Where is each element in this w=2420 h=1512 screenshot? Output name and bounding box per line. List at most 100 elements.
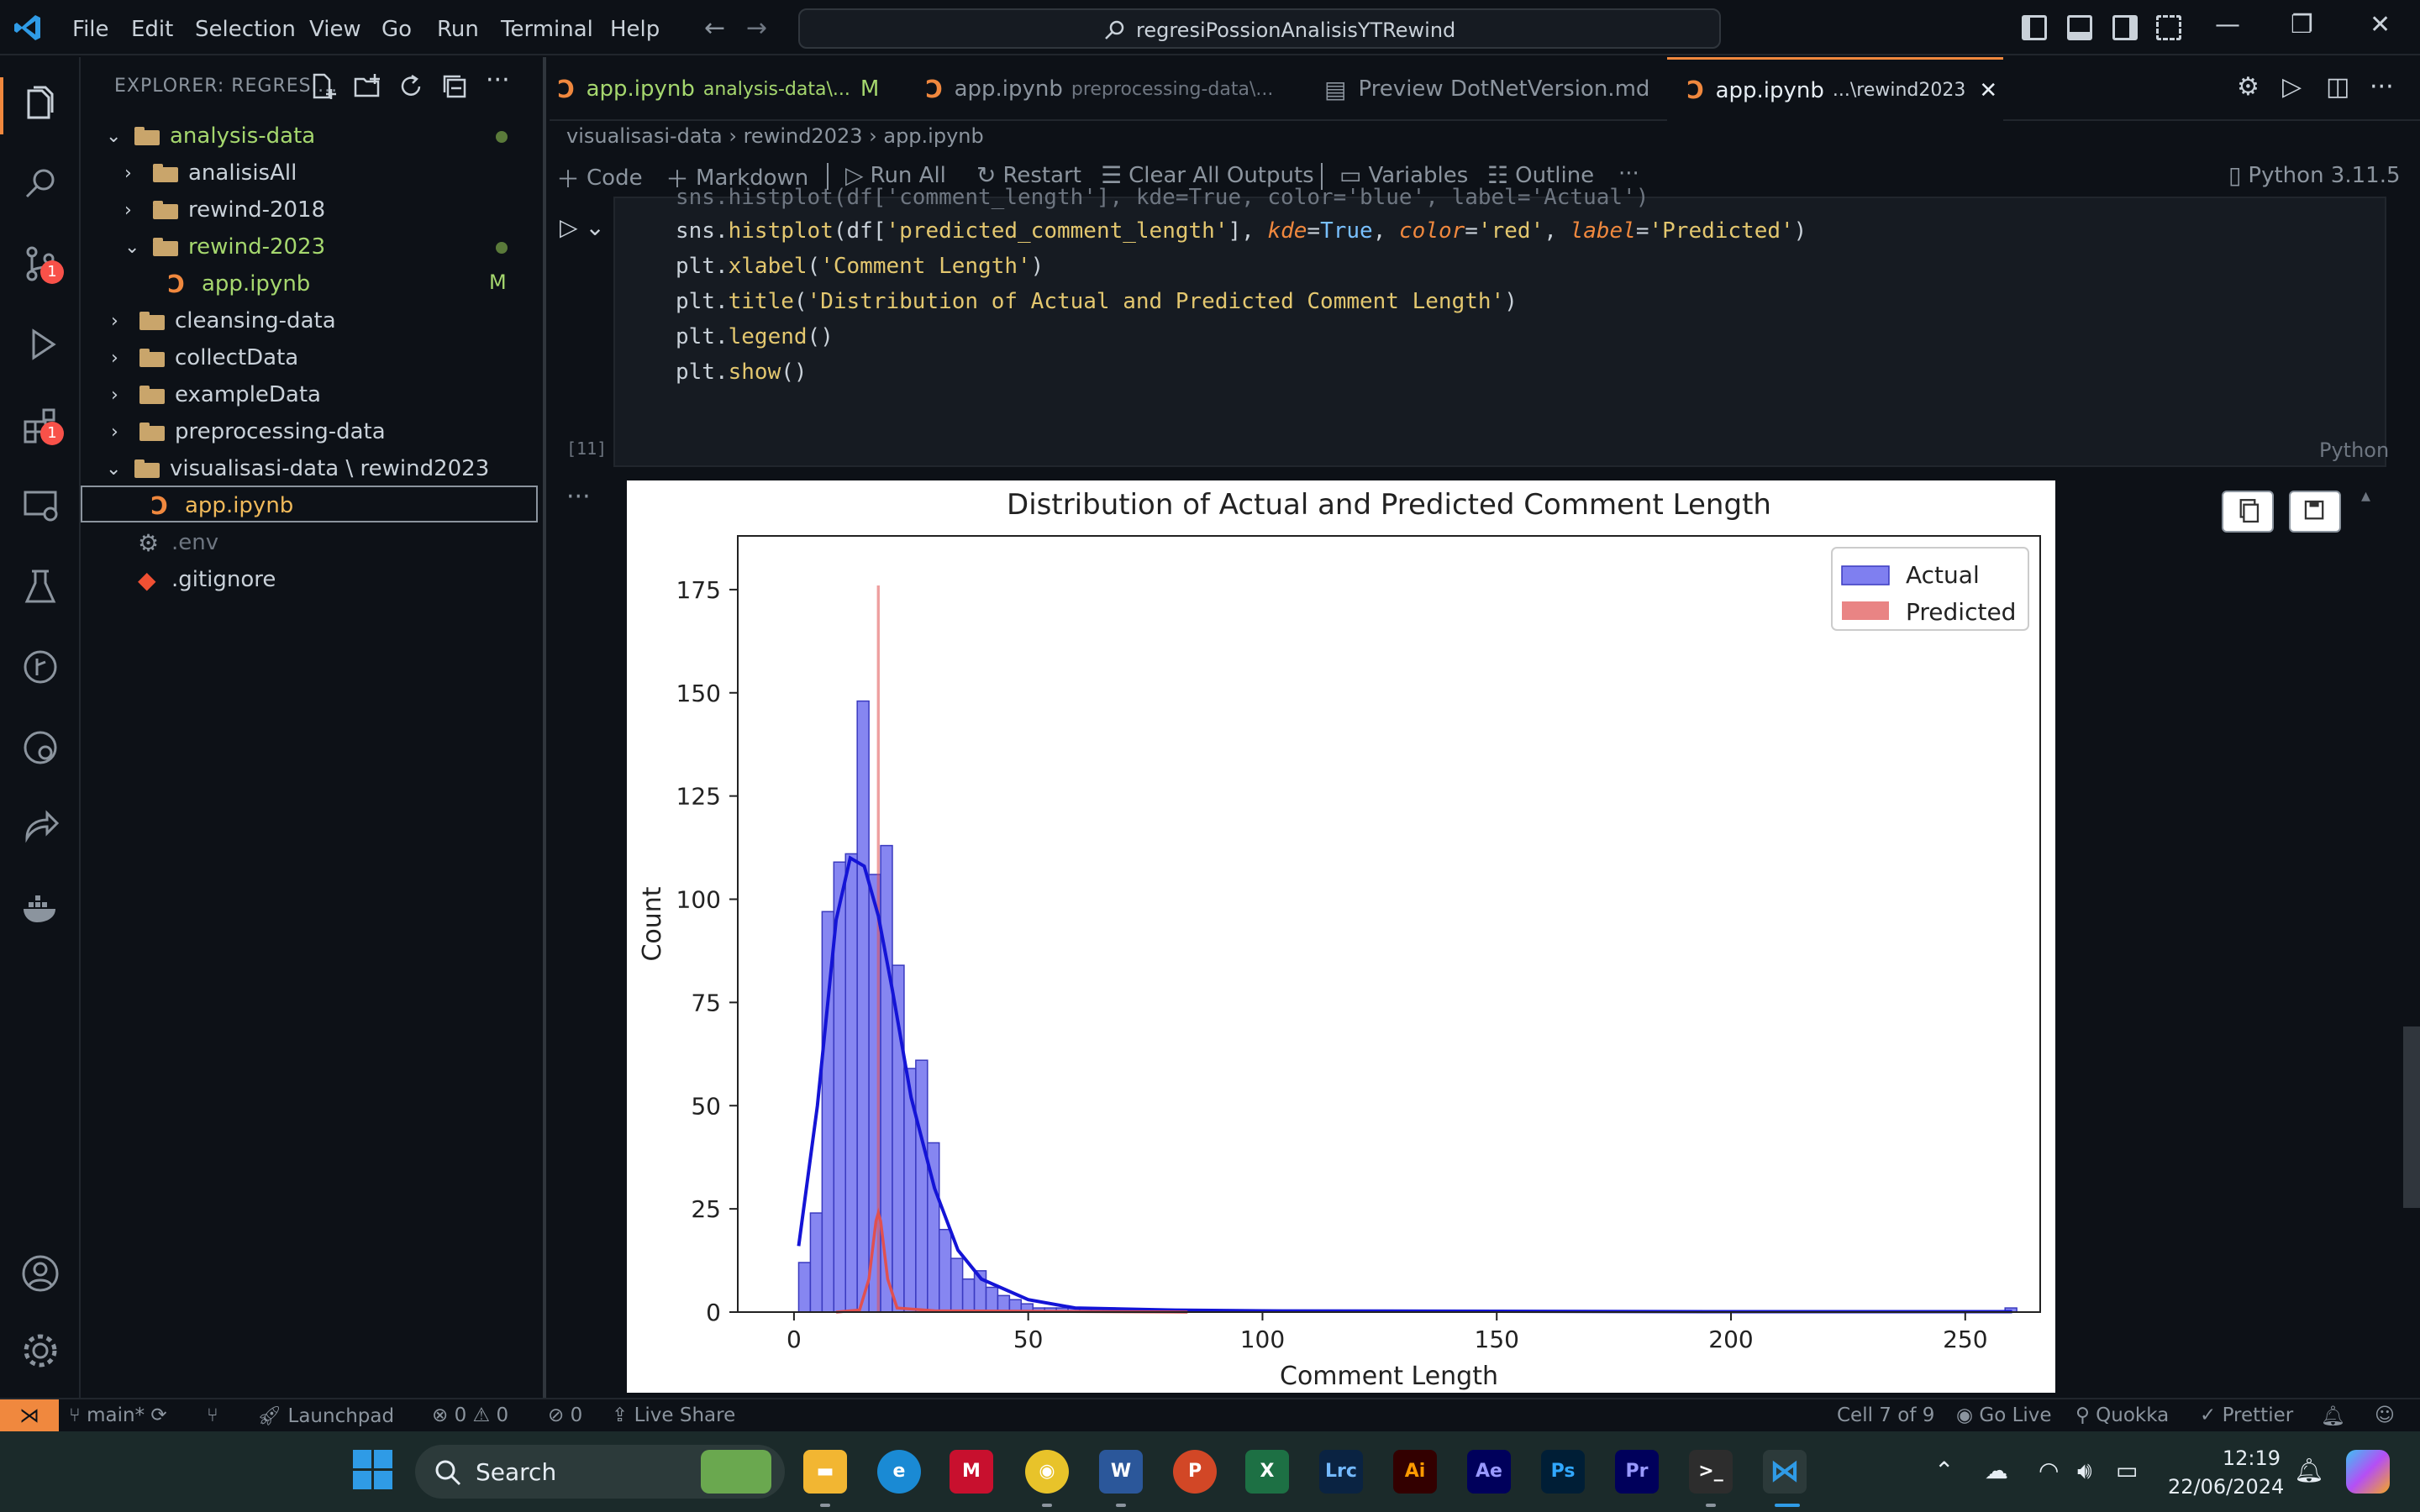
customize-layout-icon[interactable]: [2156, 15, 2181, 40]
run-debug-icon[interactable]: [20, 324, 60, 365]
git-graph-icon[interactable]: [20, 647, 60, 687]
more-actions-icon[interactable]: ···: [2370, 72, 2394, 102]
toggle-panel-icon[interactable]: [2067, 15, 2092, 40]
cell-language[interactable]: Python: [2319, 438, 2390, 462]
clock-time[interactable]: 12:19: [2222, 1446, 2281, 1470]
file-app-ipynb-analysis[interactable]: Ͻ app.ipynb: [168, 265, 310, 302]
vscode-app-icon[interactable]: ⋈: [1763, 1450, 1807, 1494]
docker-icon[interactable]: [20, 889, 60, 929]
excel-app-icon[interactable]: X: [1245, 1450, 1289, 1494]
kernel-picker[interactable]: ▯ Python 3.11.5: [2228, 161, 2401, 189]
toggle-secondary-sidebar-icon[interactable]: [2112, 15, 2138, 40]
word-app-icon[interactable]: W: [1099, 1450, 1143, 1494]
minimize-icon[interactable]: —: [2215, 10, 2240, 39]
folder-analisisAll[interactable]: › analisisAll: [124, 155, 297, 192]
tab-preview-md[interactable]: ▤ Preview DotNetVersion.md: [1324, 57, 1677, 121]
terminal-app-icon[interactable]: >_: [1689, 1450, 1733, 1494]
menu-terminal[interactable]: Terminal: [501, 17, 593, 42]
launchpad-status[interactable]: 🚀︎ Launchpad: [257, 1405, 395, 1427]
premiere-app-icon[interactable]: Pr: [1615, 1450, 1659, 1494]
close-tab-icon[interactable]: ✕: [1979, 77, 1998, 103]
copy-output-button[interactable]: [2222, 491, 2274, 533]
remote-explorer-icon[interactable]: [20, 486, 60, 526]
copilot-icon[interactable]: [2346, 1450, 2390, 1494]
toolbar-more-icon[interactable]: ···: [1618, 161, 1639, 186]
file-app-ipynb-visualisasi[interactable]: Ͻ app.ipynb: [151, 487, 293, 524]
manage-gear-icon[interactable]: [20, 1331, 60, 1371]
back-arrow-icon[interactable]: ←: [704, 13, 726, 43]
windows-start-icon[interactable]: [353, 1450, 393, 1490]
gitlens-icon[interactable]: [20, 727, 60, 768]
explorer-icon[interactable]: [20, 84, 60, 124]
more-actions-icon[interactable]: ···: [486, 66, 510, 95]
tab-app-ipynb-preprocessing[interactable]: Ͻ app.ipynb preprocessing-data\...: [926, 57, 1313, 121]
toggle-sidebar-icon[interactable]: [2022, 15, 2047, 40]
notebook-settings-gear-icon[interactable]: ⚙: [2237, 72, 2260, 102]
editor-scrollbar[interactable]: [2403, 1026, 2420, 1208]
variables-button[interactable]: ▭ Variables: [1339, 161, 1469, 189]
scroll-up-icon[interactable]: ▴: [2361, 486, 2371, 507]
problems-status[interactable]: ⊗ 0 ⚠ 0: [432, 1404, 509, 1426]
notification-bell-icon[interactable]: 🔔︎: [2294, 1457, 2324, 1484]
illustrator-app-icon[interactable]: Ai: [1393, 1450, 1437, 1494]
edge-app-icon[interactable]: e: [877, 1450, 921, 1494]
restart-button[interactable]: ↻ Restart: [976, 161, 1081, 189]
file-gitignore[interactable]: ◆ .gitignore: [138, 561, 276, 598]
branch-indicator[interactable]: ⑂ main* ⟳: [69, 1404, 167, 1426]
prettier-status[interactable]: ✓ Prettier: [2200, 1404, 2294, 1426]
restore-icon[interactable]: ❐: [2291, 10, 2313, 39]
go-live-status[interactable]: ◉ Go Live: [1956, 1404, 2052, 1426]
folder-rewind-2018[interactable]: › rewind-2018: [124, 192, 325, 228]
live-share-icon[interactable]: [20, 808, 60, 848]
battery-icon[interactable]: ▭: [2116, 1457, 2139, 1484]
refresh-icon[interactable]: [397, 72, 425, 101]
file-env[interactable]: ⚙ .env: [138, 524, 218, 561]
command-center[interactable]: regresiPossionAnalisisYTRewind: [798, 8, 1721, 49]
add-markdown-button[interactable]: ＋ Markdown: [666, 161, 808, 195]
run-cell-icon[interactable]: ▷ ⌄: [560, 213, 605, 241]
taskbar-search-box[interactable]: Search: [415, 1445, 785, 1499]
photoshop-app-icon[interactable]: Ps: [1541, 1450, 1585, 1494]
testing-icon[interactable]: [20, 566, 60, 606]
output-more-icon[interactable]: ···: [566, 482, 591, 512]
clock-date[interactable]: 22/06/2024: [2168, 1475, 2285, 1499]
show-hidden-icons-icon[interactable]: ⌃: [1934, 1457, 1954, 1484]
wifi-icon[interactable]: ◠: [2039, 1457, 2060, 1484]
menu-view[interactable]: View: [309, 17, 361, 42]
git-graph-status-icon[interactable]: ⑂: [207, 1404, 218, 1426]
mcafee-app-icon[interactable]: M: [950, 1450, 993, 1494]
code-cell[interactable]: sns.histplot(df['comment_length'], kde=T…: [613, 185, 2386, 467]
cell-position-status[interactable]: Cell 7 of 9: [1837, 1404, 1935, 1426]
forward-arrow-icon[interactable]: →: [746, 13, 768, 43]
after-effects-app-icon[interactable]: Ae: [1467, 1450, 1511, 1494]
remote-indicator-icon[interactable]: ⋊: [0, 1399, 59, 1433]
powerpoint-app-icon[interactable]: P: [1173, 1450, 1217, 1494]
add-code-button[interactable]: ＋ Code: [556, 161, 643, 195]
new-file-icon[interactable]: [309, 72, 338, 101]
menu-help[interactable]: Help: [610, 17, 660, 42]
folder-analysis-data[interactable]: ⌄ analysis-data: [106, 118, 315, 155]
save-output-button[interactable]: [2289, 491, 2341, 533]
ports-status[interactable]: ⊘ 0: [548, 1404, 583, 1426]
file-explorer-app-icon[interactable]: ▬: [803, 1450, 847, 1494]
folder-visualisasi-data[interactable]: ⌄ visualisasi-data \ rewind2023: [106, 450, 489, 487]
folder-rewind-2023[interactable]: ⌄ rewind-2023: [124, 228, 325, 265]
menu-go[interactable]: Go: [381, 17, 413, 42]
notifications-bell-icon[interactable]: 🔔︎: [2321, 1405, 2346, 1427]
folder-exampleData[interactable]: › exampleData: [111, 376, 321, 413]
new-folder-icon[interactable]: [353, 72, 381, 101]
menu-edit[interactable]: Edit: [131, 17, 174, 42]
collapse-all-icon[interactable]: [440, 72, 469, 101]
breadcrumb[interactable]: visualisasi-data › rewind2023 › app.ipyn…: [566, 124, 984, 148]
lightroom-classic-app-icon[interactable]: Lrc: [1319, 1450, 1363, 1494]
outline-button[interactable]: ☷ Outline: [1487, 161, 1595, 189]
volume-icon[interactable]: 🔊︎: [2077, 1457, 2092, 1484]
live-share-status[interactable]: ⇪ Live Share: [612, 1404, 736, 1426]
search-activity-icon[interactable]: [20, 163, 60, 203]
menu-selection[interactable]: Selection: [195, 17, 296, 42]
folder-cleansing-data[interactable]: › cleansing-data: [111, 302, 336, 339]
accounts-icon[interactable]: [20, 1253, 60, 1294]
menu-run[interactable]: Run: [437, 17, 479, 42]
folder-collectData[interactable]: › collectData: [111, 339, 298, 376]
copilot-status-icon[interactable]: ☺: [2375, 1404, 2395, 1426]
